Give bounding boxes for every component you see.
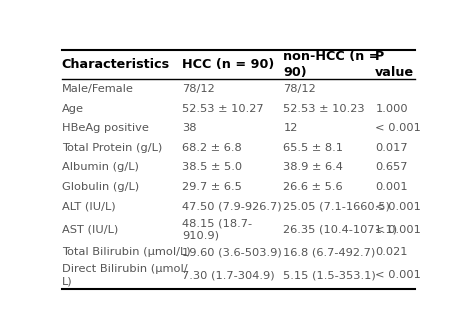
Text: 19.60 (3.6-503.9): 19.60 (3.6-503.9) bbox=[182, 248, 282, 257]
Text: 26.6 ± 5.6: 26.6 ± 5.6 bbox=[283, 182, 343, 192]
Text: Direct Bilirubin (μmol/
L): Direct Bilirubin (μmol/ L) bbox=[62, 264, 187, 286]
Text: 25.05 (7.1-1660.5): 25.05 (7.1-1660.5) bbox=[283, 202, 390, 212]
Text: Total Bilirubin (μmol/L): Total Bilirubin (μmol/L) bbox=[62, 248, 190, 257]
Text: 38: 38 bbox=[182, 123, 197, 133]
Text: 78/12: 78/12 bbox=[283, 84, 316, 94]
Text: 16.8 (6.7-492.7): 16.8 (6.7-492.7) bbox=[283, 248, 376, 257]
Text: < 0.001: < 0.001 bbox=[375, 224, 421, 235]
Text: Characteristics: Characteristics bbox=[62, 58, 170, 71]
Text: HBeAg positive: HBeAg positive bbox=[62, 123, 149, 133]
Text: 52.53 ± 10.27: 52.53 ± 10.27 bbox=[182, 104, 264, 114]
Text: 47.50 (7.9-926.7): 47.50 (7.9-926.7) bbox=[182, 202, 282, 212]
Text: 68.2 ± 6.8: 68.2 ± 6.8 bbox=[182, 143, 242, 153]
Text: < 0.001: < 0.001 bbox=[375, 202, 421, 212]
Text: 0.657: 0.657 bbox=[375, 162, 408, 173]
Text: < 0.001: < 0.001 bbox=[375, 123, 421, 133]
Text: P
value: P value bbox=[375, 50, 414, 79]
Text: 0.017: 0.017 bbox=[375, 143, 408, 153]
Text: 26.35 (10.4-1071.1): 26.35 (10.4-1071.1) bbox=[283, 224, 398, 235]
Text: < 0.001: < 0.001 bbox=[375, 271, 421, 280]
Text: 29.7 ± 6.5: 29.7 ± 6.5 bbox=[182, 182, 242, 192]
Text: 7.30 (1.7-304.9): 7.30 (1.7-304.9) bbox=[182, 271, 275, 280]
Text: ALT (IU/L): ALT (IU/L) bbox=[62, 202, 115, 212]
Text: 48.15 (18.7-
910.9): 48.15 (18.7- 910.9) bbox=[182, 218, 252, 241]
Text: Male/Female: Male/Female bbox=[62, 84, 133, 94]
Text: 5.15 (1.5-353.1): 5.15 (1.5-353.1) bbox=[283, 271, 376, 280]
Text: Age: Age bbox=[62, 104, 84, 114]
Text: HCC (n = 90): HCC (n = 90) bbox=[182, 58, 275, 71]
Text: 78/12: 78/12 bbox=[182, 84, 215, 94]
Text: Albumin (g/L): Albumin (g/L) bbox=[62, 162, 139, 173]
Text: 52.53 ± 10.23: 52.53 ± 10.23 bbox=[283, 104, 365, 114]
Text: Total Protein (g/L): Total Protein (g/L) bbox=[62, 143, 162, 153]
Text: non-HCC (n =
90): non-HCC (n = 90) bbox=[283, 50, 380, 79]
Text: AST (IU/L): AST (IU/L) bbox=[62, 224, 118, 235]
Text: Globulin (g/L): Globulin (g/L) bbox=[62, 182, 139, 192]
Text: 65.5 ± 8.1: 65.5 ± 8.1 bbox=[283, 143, 343, 153]
Text: 38.9 ± 6.4: 38.9 ± 6.4 bbox=[283, 162, 343, 173]
Text: 0.021: 0.021 bbox=[375, 248, 408, 257]
Text: 38.5 ± 5.0: 38.5 ± 5.0 bbox=[182, 162, 243, 173]
Text: 0.001: 0.001 bbox=[375, 182, 408, 192]
Text: 1.000: 1.000 bbox=[375, 104, 408, 114]
Text: 12: 12 bbox=[283, 123, 298, 133]
